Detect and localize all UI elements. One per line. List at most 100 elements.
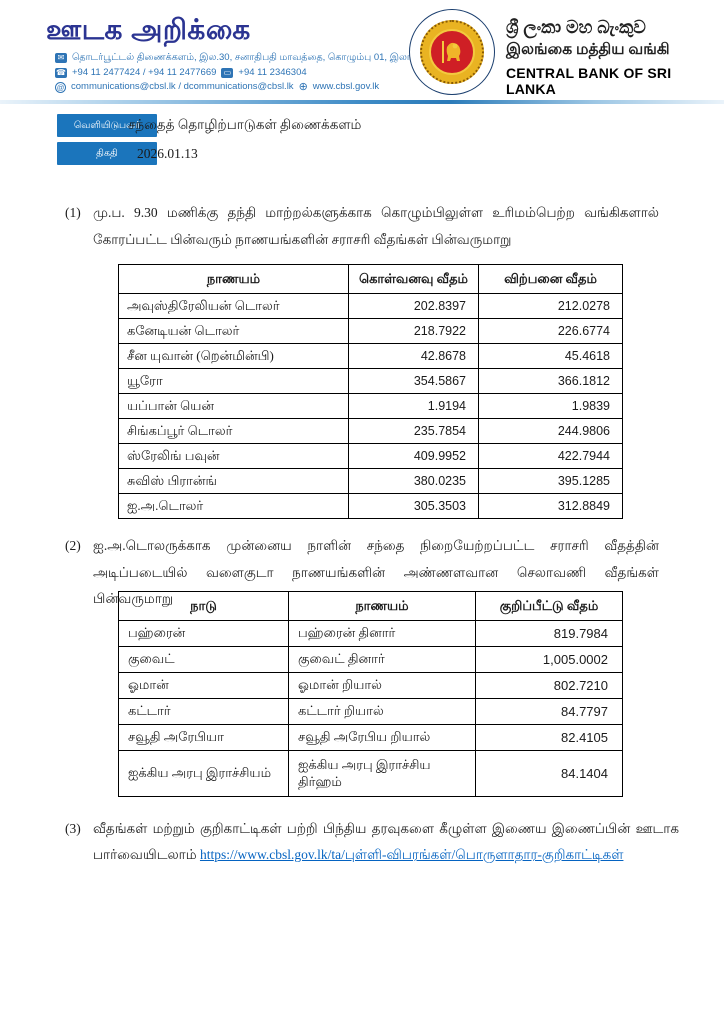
phone-numbers: +94 11 2477424 / +94 11 2477669	[72, 66, 217, 78]
bank-name-sinhala: ශ්‍රී ලංකා මහ බැංකුව	[506, 17, 646, 37]
country-name: சவூதி அரேபியா	[118, 724, 289, 751]
paragraph-1-text: மு.ப. 9.30 மணிக்கு தந்தி மாற்றல்களுக்காக…	[93, 205, 659, 247]
table-row: யப்பான் யென் 1.9194 1.9839	[118, 393, 623, 419]
selling-rate: 1.9839	[478, 393, 623, 419]
fax-number: +94 11 2346304	[238, 66, 307, 78]
table-row: ஓமான் ஓமான் றியால் 802.7210	[118, 672, 623, 699]
currency-name: ஓமான் றியால்	[288, 672, 476, 699]
currency-name: ஐக்கிய அரபு இராச்சிய திர்ஹம்	[288, 750, 476, 797]
selling-rate: 312.8849	[478, 493, 623, 519]
buying-rate: 380.0235	[348, 468, 479, 494]
currency-name: யப்பான் யென்	[118, 393, 349, 419]
envelope-icon: ✉	[55, 53, 67, 64]
header-currency: நாணயம்	[118, 264, 349, 294]
table-row: யூரோ 354.5867 366.1812	[118, 368, 623, 394]
paragraph-3: (3) வீதங்கள் மற்றும் குறிகாட்டிகள் பற்றி…	[65, 816, 679, 868]
bank-name-block: ශ්‍රී ලංකා මහ බැංකුව இலங்கை மத்திய வங்கி…	[506, 17, 716, 97]
currency-name: பஹ்ரைன் தினார்	[288, 620, 476, 647]
currency-name: கனேடியன் டொலர்	[118, 318, 349, 344]
table-row: ஸ்ரேலிங் பவுன் 409.9952 422.7944	[118, 443, 623, 469]
printer-icon: ▭	[221, 67, 234, 78]
exchange-rates-table: நாணயம் கொள்வனவு வீதம் விற்பனை வீதம் அவுஸ…	[118, 264, 623, 519]
selling-rate: 45.4618	[478, 343, 623, 369]
date-value: 2026.01.13	[137, 145, 198, 161]
buying-rate: 1.9194	[348, 393, 479, 419]
selling-rate: 226.6774	[478, 318, 623, 344]
table-header-row: நாடு நாணயம் குறிப்பீட்டு வீதம்	[118, 591, 623, 621]
paragraph-1-number: (1)	[65, 205, 81, 220]
country-name: குவைட்	[118, 646, 289, 673]
buying-rate: 42.8678	[348, 343, 479, 369]
header-selling-rate: விற்பனை வீதம்	[478, 264, 623, 294]
buying-rate: 235.7854	[348, 418, 479, 444]
date-label-box: திகதி	[57, 142, 157, 165]
cbsl-indicators-link[interactable]: https://www.cbsl.gov.lk/ta/புள்ளி-விபரங்…	[199, 847, 624, 862]
globe-icon: ⊕	[298, 80, 308, 93]
currency-name: சிங்கப்பூர் டொலர்	[118, 418, 349, 444]
bank-name-english: CENTRAL BANK OF SRI LANKA	[506, 65, 672, 97]
paragraph-2-number: (2)	[65, 538, 81, 553]
header-divider	[0, 100, 724, 104]
website-url: www.cbsl.gov.lk	[312, 81, 380, 92]
address-text: தொடர்பூட்டல் திணைக்களம், இல.30, சனாதிபதி…	[72, 52, 431, 63]
buying-rate: 305.3503	[348, 493, 479, 519]
header-country: நாடு	[118, 591, 289, 621]
media-release-title: ஊடக அறிக்கை	[46, 14, 251, 45]
email-addresses: communications@cbsl.lk / dcommunications…	[71, 81, 294, 92]
table-row: கனேடியன் டொலர் 218.7922 226.6774	[118, 318, 623, 344]
table-row: குவைட் குவைட் தினார் 1,005.0002	[118, 646, 623, 673]
table-row: சீன யுவான் (றென்மின்பி) 42.8678 45.4618	[118, 343, 623, 369]
paragraph-3-lead: வீதங்கள் மற்றும் குறிகாட்டிகள் பற்றி பிந…	[93, 821, 679, 862]
buying-rate: 354.5867	[348, 368, 479, 394]
table-row: சுவிஸ் பிரான்ங் 380.0235 395.1285	[118, 468, 623, 494]
currency-name: சவூதி அரேபிய றியால்	[288, 724, 476, 751]
paragraph-1: (1) மு.ப. 9.30 மணிக்கு தந்தி மாற்றல்களுக…	[65, 200, 659, 253]
table-row: அவுஸ்திரேலியன் டொலர் 202.8397 212.0278	[118, 293, 623, 319]
issuer-label-box: வெளியிடுபவர்	[57, 114, 157, 137]
issuer-value: சந்தைத் தொழிற்பாடுகள் திணைக்களம்	[128, 116, 362, 132]
header-indicative-rate: குறிப்பீட்டு வீதம்	[475, 591, 623, 621]
country-name: ஓமான்	[118, 672, 289, 699]
table-row: பஹ்ரைன் பஹ்ரைன் தினார் 819.7984	[118, 620, 623, 647]
selling-rate: 212.0278	[478, 293, 623, 319]
indicative-rate: 84.1404	[475, 750, 623, 797]
buying-rate: 218.7922	[348, 318, 479, 344]
indicative-rate: 802.7210	[475, 672, 623, 699]
indicative-rate: 84.7797	[475, 698, 623, 725]
currency-name: யூரோ	[118, 368, 349, 394]
bank-name-tamil: இலங்கை மத்திய வங்கி	[506, 41, 670, 58]
indicative-rate: 819.7984	[475, 620, 623, 647]
indicative-rate: 82.4105	[475, 724, 623, 751]
seal-red-center	[429, 29, 475, 75]
currency-name: ஸ்ரேலிங் பவுன்	[118, 443, 349, 469]
buying-rate: 202.8397	[348, 293, 479, 319]
currency-name: சீன யுவான் (றென்மின்பி)	[118, 343, 349, 369]
table-row: சிங்கப்பூர் டொலர் 235.7854 244.9806	[118, 418, 623, 444]
indicative-rate: 1,005.0002	[475, 646, 623, 673]
contact-email-line: @ communications@cbsl.lk / dcommunicatio…	[55, 80, 405, 95]
currency-name: குவைட் தினார்	[288, 646, 476, 673]
phone-icon: ☎	[55, 67, 67, 78]
table-row: ஐ.அ.டொலர் 305.3503 312.8849	[118, 493, 623, 519]
table-row: சவூதி அரேபியா சவூதி அரேபிய றியால் 82.410…	[118, 724, 623, 751]
paragraph-3-number: (3)	[65, 821, 81, 836]
selling-rate: 422.7944	[478, 443, 623, 469]
cbsl-seal-logo	[409, 9, 495, 95]
country-name: ஐக்கிய அரபு இராச்சியம்	[118, 750, 289, 797]
header-currency: நாணயம்	[288, 591, 476, 621]
selling-rate: 244.9806	[478, 418, 623, 444]
contact-phone-line: ☎ +94 11 2477424 / +94 11 2477669 ▭ +94 …	[55, 66, 405, 81]
buying-rate: 409.9952	[348, 443, 479, 469]
currency-name: ஐ.அ.டொலர்	[118, 493, 349, 519]
gulf-rates-table: நாடு நாணயம் குறிப்பீட்டு வீதம் பஹ்ரைன் ப…	[118, 591, 623, 797]
contact-block: ✉ தொடர்பூட்டல் திணைக்களம், இல.30, சனாதிப…	[55, 51, 430, 95]
table-row: ஐக்கிய அரபு இராச்சியம் ஐக்கிய அரபு இராச்…	[118, 750, 623, 797]
table-row: கட்டார் கட்டார் றியால் 84.7797	[118, 698, 623, 725]
currency-name: சுவிஸ் பிரான்ங்	[118, 468, 349, 494]
table-header-row: நாணயம் கொள்வனவு வீதம் விற்பனை வீதம்	[118, 264, 623, 294]
selling-rate: 366.1812	[478, 368, 623, 394]
country-name: பஹ்ரைன்	[118, 620, 289, 647]
currency-name: அவுஸ்திரேலியன் டொலர்	[118, 293, 349, 319]
header-buying-rate: கொள்வனவு வீதம்	[348, 264, 479, 294]
